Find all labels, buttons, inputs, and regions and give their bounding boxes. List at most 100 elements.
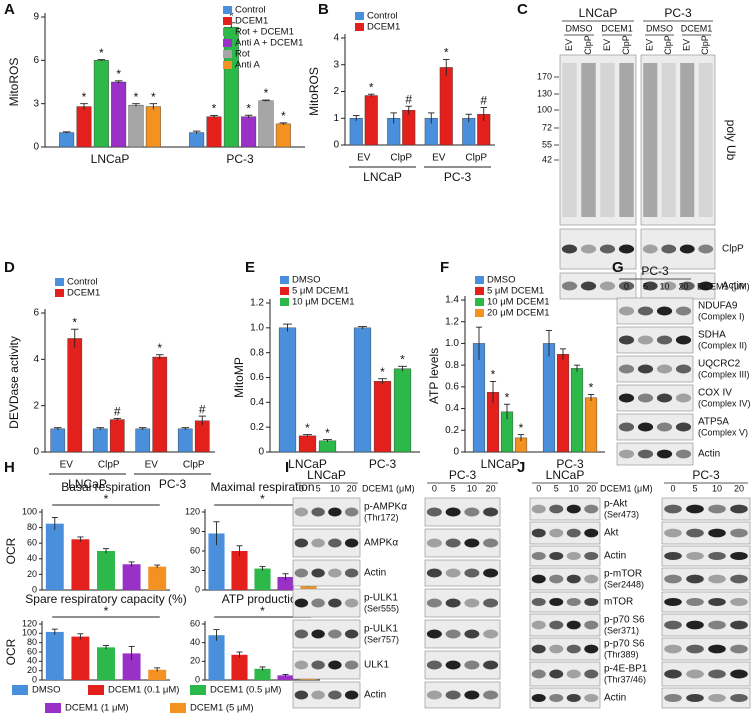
- row-sublabel: (Thr37/46): [604, 674, 646, 684]
- marker-label: 170: [537, 71, 552, 81]
- y-tick-label: 120: [22, 618, 37, 628]
- y-tick-label: 60: [27, 538, 37, 548]
- blot-band: [675, 422, 692, 432]
- subplot-title: Maximal respiration: [210, 480, 314, 494]
- legend-swatch: [223, 61, 232, 69]
- x-tick-label: PC-3: [556, 457, 584, 471]
- blot-band: [294, 660, 309, 670]
- bar: [92, 428, 108, 453]
- significance-mark: *: [519, 421, 524, 435]
- lane-label: 20: [678, 281, 688, 291]
- blot-band: [566, 694, 581, 702]
- panel-label: A: [4, 1, 15, 18]
- blot-band: [344, 568, 359, 578]
- legend-label: DCEM1: [367, 22, 400, 33]
- legend-swatch: [88, 685, 104, 695]
- legend-swatch: [223, 28, 232, 36]
- row-label: Akt: [604, 528, 619, 539]
- bar: [277, 577, 294, 590]
- blot-background: [661, 521, 751, 545]
- blot-band: [708, 574, 726, 584]
- blot-band: [637, 335, 654, 345]
- legend-swatch: [355, 23, 364, 31]
- blot-band: [637, 364, 654, 374]
- group-label: LNCaP: [68, 477, 107, 491]
- blot-band: [483, 568, 499, 578]
- blot-band: [566, 669, 581, 679]
- blot-band: [675, 393, 692, 403]
- lane-label: 20: [586, 483, 596, 493]
- legend-label: DCEM1 (1 μM): [65, 703, 129, 714]
- significance-mark: *: [134, 90, 139, 104]
- legend-swatch: [223, 50, 232, 58]
- bar: [208, 635, 225, 680]
- blot-band: [549, 504, 564, 514]
- row-label: p-ULK1: [364, 593, 398, 604]
- blot-band: [294, 690, 309, 700]
- x-tick-label: LNCaP: [481, 457, 520, 471]
- blot-band: [599, 244, 616, 254]
- blot-background: [661, 687, 751, 709]
- blot-band: [708, 528, 726, 538]
- significance-mark: *: [380, 365, 385, 379]
- blot-band: [618, 364, 635, 374]
- bar: [206, 116, 222, 148]
- blot-band: [549, 644, 564, 654]
- bar: [148, 566, 167, 590]
- treatment-label: DCEM1 (μM): [362, 483, 415, 493]
- blot-band: [642, 244, 658, 254]
- significance-mark: *: [104, 604, 109, 618]
- legend-label: DCEM1 (5 μM): [190, 703, 254, 714]
- blot-band: [580, 244, 597, 254]
- blot-band: [686, 504, 704, 514]
- marker-label: 100: [537, 104, 552, 114]
- lane-label: 10: [712, 483, 722, 493]
- blot-band: [708, 552, 726, 560]
- legend-label: 10 μM DCEM1: [292, 297, 355, 308]
- subplot-title: Spare respiratory capacity (%): [25, 592, 186, 606]
- blot-band: [708, 669, 726, 679]
- y-tick-label: 0: [32, 674, 37, 684]
- legend-swatch: [280, 287, 289, 295]
- y-tick-label: 1.4: [445, 295, 459, 306]
- legend-label: Anti A + DCEM1: [235, 38, 303, 49]
- blot-background: [661, 591, 751, 613]
- significance-mark: *: [260, 604, 265, 618]
- blot-band: [664, 552, 682, 560]
- blot-band: [637, 306, 654, 316]
- blot-band: [656, 364, 673, 374]
- significance-mark: *: [325, 426, 330, 440]
- bar: [45, 523, 64, 590]
- y-tick-label: 20: [190, 656, 200, 666]
- row-label: Actin: [364, 568, 386, 579]
- blot-band: [531, 620, 546, 630]
- lane-label: EV: [645, 39, 655, 51]
- row-label: UQCRC2: [698, 359, 741, 370]
- lane-label: 5: [316, 483, 321, 493]
- significance-mark: #: [199, 402, 206, 416]
- bar: [145, 106, 161, 148]
- blot-band: [637, 422, 654, 432]
- y-tick-label: 90: [190, 526, 200, 536]
- legend-swatch: [170, 703, 186, 713]
- y-tick-label: 0.2: [445, 425, 459, 436]
- blot-smear: [600, 63, 615, 217]
- bar: [373, 381, 392, 453]
- row-label: p-p70 S6: [604, 639, 645, 650]
- lane-label: ClpP: [621, 35, 631, 55]
- marker-label: 42: [542, 154, 552, 164]
- row-label: Actin: [604, 693, 626, 704]
- significance-mark: *: [400, 352, 405, 366]
- blot-background: [640, 54, 716, 226]
- panel-label: C: [517, 1, 528, 18]
- row-sublabel: (Ser473): [604, 509, 639, 519]
- blot-band: [328, 690, 342, 700]
- y-tick-label: 0.8: [445, 360, 459, 371]
- x-tick-label: EV: [145, 460, 159, 471]
- bar: [128, 104, 144, 148]
- bar: [122, 564, 141, 590]
- blot-band: [686, 694, 704, 702]
- bar: [254, 568, 271, 590]
- blot-band: [445, 690, 461, 700]
